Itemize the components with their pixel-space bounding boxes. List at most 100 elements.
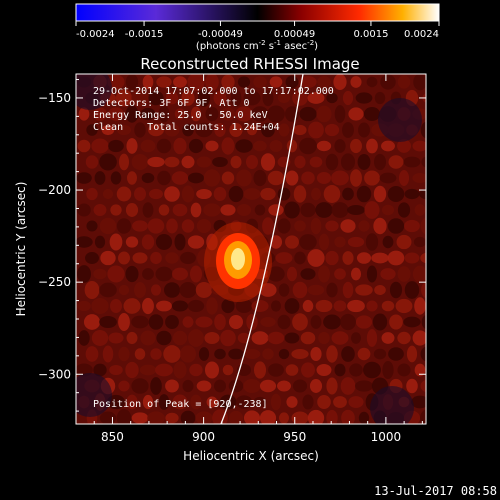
residual-blob	[251, 331, 269, 345]
residual-blob	[414, 363, 426, 377]
residual-blob	[148, 90, 164, 106]
residual-blob	[373, 348, 387, 360]
residual-blob	[350, 169, 362, 187]
residual-blob	[85, 252, 99, 264]
residual-blob	[347, 299, 365, 313]
residual-blob	[366, 300, 378, 312]
residual-blob	[91, 330, 109, 346]
residual-blob	[156, 300, 172, 312]
colorbar	[75, 3, 440, 22]
residual-blob	[397, 266, 411, 282]
residual-blob	[326, 409, 338, 424]
residual-blob	[420, 409, 426, 424]
residual-blob	[412, 172, 426, 184]
residual-blob	[301, 362, 315, 378]
residual-blob	[165, 252, 179, 264]
residual-blob	[269, 140, 283, 152]
residual-blob	[147, 411, 165, 424]
residual-blob	[94, 235, 106, 249]
detectors-label: Detectors: 3F 6F 9F, Att 0	[93, 98, 250, 109]
residual-blob	[156, 76, 172, 88]
residual-blob	[291, 348, 309, 360]
residual-blob	[358, 122, 370, 138]
residual-blob	[219, 394, 237, 410]
residual-blob	[132, 252, 148, 264]
residual-blob	[246, 313, 258, 331]
residual-blob	[326, 92, 338, 104]
residual-blob	[150, 348, 162, 360]
residual-blob	[350, 332, 362, 344]
residual-blob	[101, 124, 115, 136]
residual-blob	[214, 313, 226, 331]
residual-blob	[308, 121, 324, 139]
residual-blob	[99, 411, 117, 424]
residual-blob	[243, 410, 261, 424]
residual-blob	[307, 284, 325, 296]
residual-blob	[131, 378, 149, 394]
residual-blob	[267, 170, 285, 186]
y-tick-label: −200	[38, 183, 71, 197]
residual-blob	[99, 316, 117, 328]
residual-blob	[292, 90, 308, 106]
negative-residual	[370, 386, 414, 424]
residual-blob	[406, 345, 418, 363]
residual-blob	[150, 251, 162, 265]
residual-blob	[86, 124, 98, 136]
residual-blob	[187, 172, 205, 184]
clean-residual-pattern	[76, 74, 426, 424]
residual-blob	[414, 204, 426, 216]
residual-blob	[116, 186, 132, 202]
residual-blob	[342, 187, 354, 201]
residual-blob	[125, 74, 139, 91]
residual-blob	[148, 314, 164, 330]
residual-blob	[220, 107, 236, 121]
residual-blob	[285, 364, 299, 376]
residual-blob	[116, 218, 132, 234]
residual-blob	[102, 345, 114, 363]
residual-blob	[212, 409, 228, 424]
residual-blob	[302, 394, 314, 410]
residual-blob	[421, 281, 426, 299]
residual-blob	[99, 217, 117, 235]
residual-blob	[118, 284, 130, 296]
residual-blob	[381, 204, 395, 216]
residual-blob	[109, 364, 123, 376]
residual-blob	[395, 298, 413, 314]
residual-blob	[230, 155, 242, 169]
residual-blob	[419, 188, 426, 200]
residual-blob	[420, 346, 426, 362]
residual-blob	[268, 204, 284, 216]
residual-blob	[284, 298, 300, 314]
colorbar-unit-label: (photons cm-2 s-1 asec-2)	[196, 39, 318, 52]
residual-blob	[125, 236, 139, 248]
residual-blob	[187, 299, 205, 313]
residual-blob	[267, 331, 285, 345]
residual-blob	[278, 123, 290, 137]
residual-blob	[190, 394, 202, 410]
residual-blob	[331, 202, 349, 218]
residual-blob	[126, 394, 138, 410]
residual-blob	[323, 314, 341, 330]
residual-blob	[251, 106, 269, 122]
residual-blob	[126, 331, 138, 345]
residual-blob	[77, 300, 91, 312]
colorbar-ticks: -0.0024 -0.0015 -0.00049 0.00049 0.0015 0.002…	[75, 21, 440, 40]
residual-blob	[420, 121, 426, 139]
residual-blob	[341, 346, 355, 362]
residual-blob	[158, 394, 170, 410]
residual-blob	[397, 331, 411, 345]
residual-blob	[310, 347, 322, 361]
residual-blob	[163, 345, 181, 363]
residual-blob	[93, 268, 107, 280]
residual-blob	[173, 76, 187, 88]
residual-blob	[196, 188, 212, 200]
residual-blob	[197, 89, 211, 107]
residual-blob	[220, 204, 236, 216]
residual-blob	[237, 332, 251, 344]
residual-blob	[325, 220, 339, 232]
residual-blob	[374, 284, 386, 296]
residual-blob	[228, 410, 244, 424]
residual-blob	[421, 314, 426, 330]
residual-blob	[292, 281, 308, 299]
residual-blob	[195, 122, 213, 138]
